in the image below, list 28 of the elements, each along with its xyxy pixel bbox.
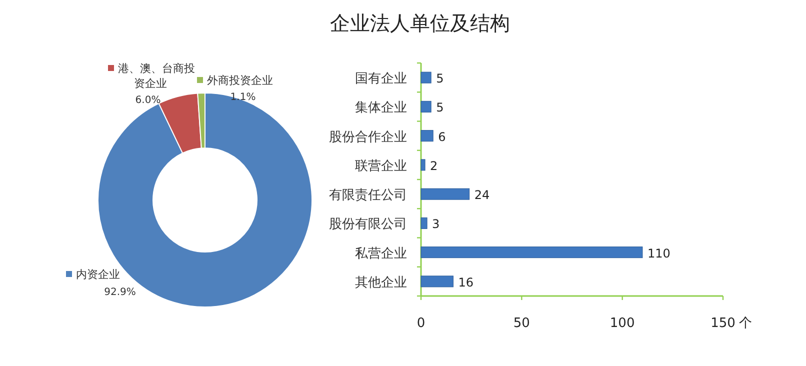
data-label: 1.1% bbox=[230, 92, 256, 103]
y-tick-label: 联营企业 bbox=[355, 158, 407, 174]
data-label: 5 bbox=[436, 100, 444, 115]
legend-label: 内资企业 bbox=[76, 268, 120, 281]
data-label: 6 bbox=[438, 130, 446, 144]
x-axis-title: 个 bbox=[739, 316, 752, 331]
y-tick-label: 私营企业 bbox=[355, 246, 407, 262]
data-label: 24 bbox=[474, 188, 490, 202]
y-tick-label: 集体企业 bbox=[355, 100, 407, 116]
data-label: 2 bbox=[430, 158, 438, 173]
x-tick-label: 100 bbox=[610, 316, 635, 331]
data-label: 3 bbox=[432, 217, 440, 232]
y-tick-label: 股份合作企业 bbox=[329, 130, 407, 145]
data-label: 16 bbox=[458, 275, 474, 290]
x-tick-label: 0 bbox=[416, 316, 426, 331]
legend-label: 港、澳、台商投资企业 bbox=[118, 62, 195, 90]
text: 企业法人单位及结构 bbox=[330, 11, 510, 35]
data-label: 110 bbox=[647, 246, 670, 260]
data-label: 5 bbox=[436, 72, 444, 86]
y-tick-label: 其他企业 bbox=[355, 275, 407, 290]
data-label: 92.9% bbox=[104, 287, 136, 298]
x-tick-label: 150 bbox=[710, 316, 736, 331]
y-tick-label: 国有企业 bbox=[355, 72, 407, 87]
x-tick-label: 50 bbox=[513, 316, 530, 331]
data-label: 6.0% bbox=[135, 95, 161, 106]
y-tick-label: 股份有限公司 bbox=[329, 217, 407, 232]
legend-label: 外商投资企业 bbox=[207, 74, 273, 87]
y-tick-label: 有限责任公司 bbox=[329, 188, 407, 204]
